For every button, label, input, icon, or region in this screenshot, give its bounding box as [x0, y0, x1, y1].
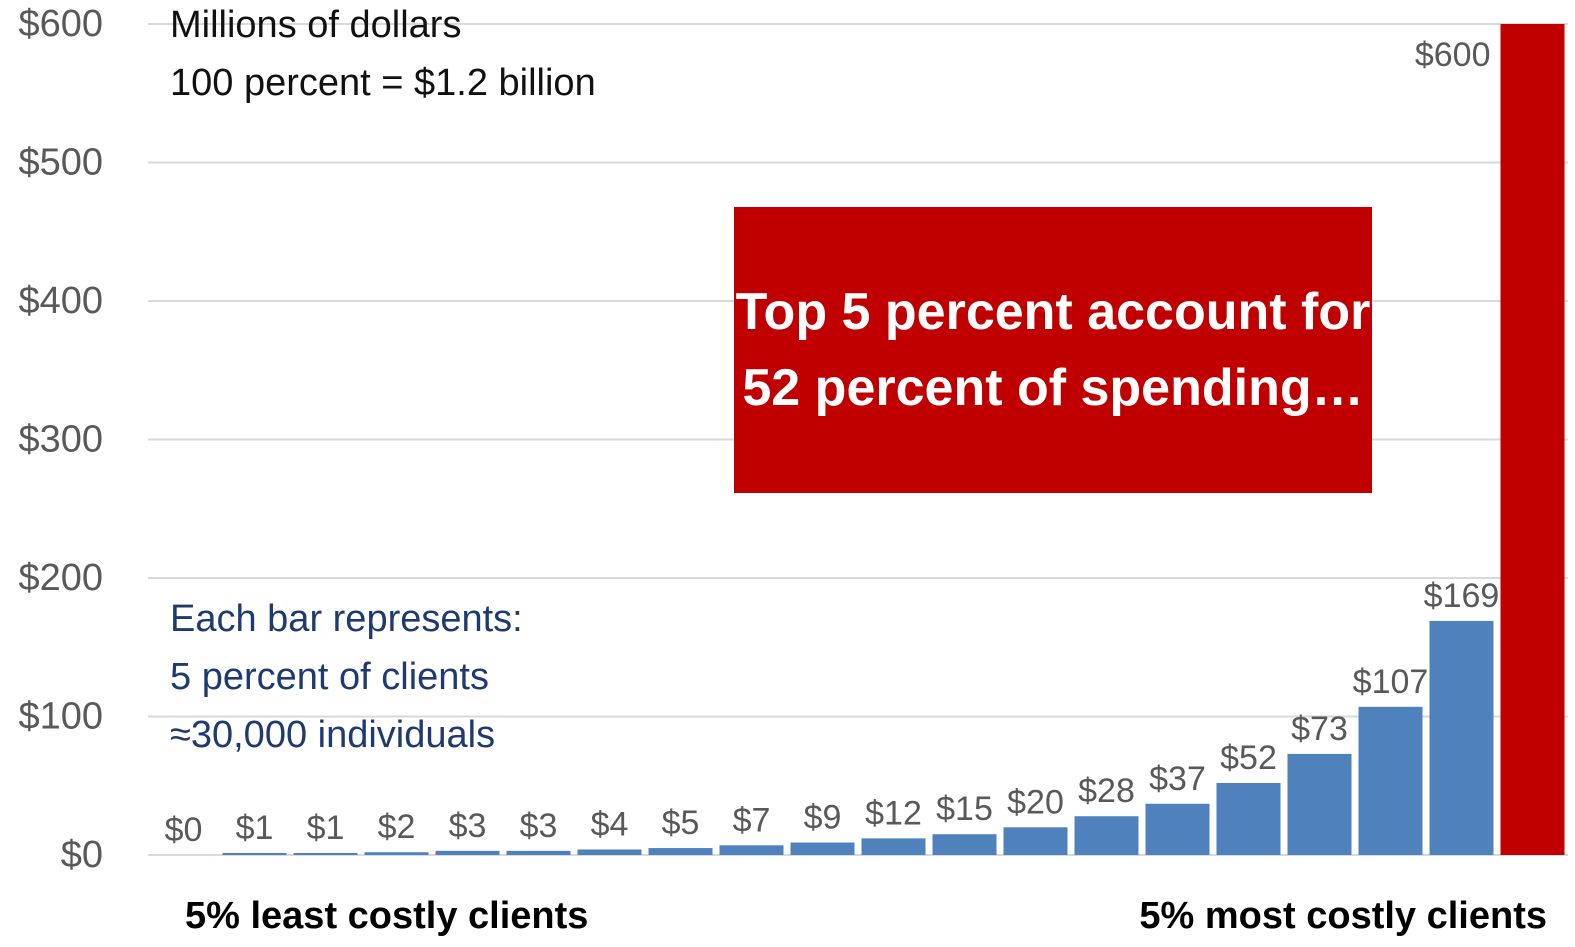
y-tick-label: $100 — [18, 696, 103, 738]
y-tick-label: $200 — [18, 557, 103, 599]
bar — [577, 849, 642, 855]
bar — [435, 850, 500, 855]
y-tick-label: $0 — [61, 834, 103, 876]
y-tick-label: $500 — [18, 142, 103, 184]
bar-value-label: $0 — [165, 811, 203, 849]
units-note: Millions of dollars 100 percent = $1.2 b… — [170, 0, 596, 112]
bar — [719, 845, 784, 855]
bar-value-label: $600 — [1415, 36, 1491, 74]
bar — [1500, 24, 1565, 855]
callout-text: Top 5 percent account for 52 percent of … — [735, 283, 1371, 417]
bar-value-label: $73 — [1291, 710, 1348, 748]
bar — [1003, 827, 1068, 855]
bar — [1145, 803, 1210, 855]
callout-box: Top 5 percent account for 52 percent of … — [734, 207, 1372, 493]
bar-value-label: $37 — [1149, 760, 1206, 798]
y-tick-label: $300 — [18, 419, 103, 461]
bar — [1074, 816, 1139, 855]
x-left-label: 5% least costly clients — [185, 895, 589, 937]
bar — [861, 838, 926, 855]
bar — [1216, 782, 1281, 855]
legend-line-3: ≈30,000 individuals — [170, 714, 496, 756]
bar-value-label: $107 — [1353, 663, 1429, 701]
bar-value-label: $3 — [520, 807, 558, 845]
bar-value-label: $20 — [1007, 783, 1064, 821]
bar — [1429, 620, 1494, 855]
bar — [932, 834, 997, 855]
units-line: Millions of dollars — [170, 4, 462, 46]
bar — [222, 853, 287, 855]
bar-value-label: $1 — [236, 809, 274, 847]
bar-value-label: $28 — [1078, 772, 1135, 810]
bar — [293, 853, 358, 855]
bar-value-label: $9 — [804, 799, 842, 837]
bar — [506, 850, 571, 855]
bar-value-label: $169 — [1424, 577, 1500, 615]
y-tick-label: $400 — [18, 280, 103, 322]
bar — [1358, 706, 1423, 855]
bar — [364, 852, 429, 855]
bar — [648, 848, 713, 855]
bar-legend-note: Each bar represents: 5 percent of client… — [170, 590, 523, 764]
bar-value-label: $12 — [865, 794, 922, 832]
bar-value-label: $2 — [378, 808, 416, 846]
bar-value-label: $1 — [307, 809, 345, 847]
bar-value-label: $52 — [1220, 739, 1277, 777]
bar-value-label: $7 — [733, 801, 771, 839]
legend-line-2: 5 percent of clients — [170, 656, 489, 698]
bar-value-label: $15 — [936, 790, 993, 828]
bar-value-label: $5 — [662, 804, 700, 842]
y-tick-label: $600 — [18, 3, 103, 45]
bar — [1287, 753, 1352, 855]
legend-line-1: Each bar represents: — [170, 598, 523, 640]
bar-value-label: $4 — [591, 805, 629, 843]
x-right-label: 5% most costly clients — [1139, 895, 1547, 937]
total-line: 100 percent = $1.2 billion — [170, 62, 596, 104]
bar-value-label: $3 — [449, 807, 487, 845]
bar — [790, 842, 855, 855]
